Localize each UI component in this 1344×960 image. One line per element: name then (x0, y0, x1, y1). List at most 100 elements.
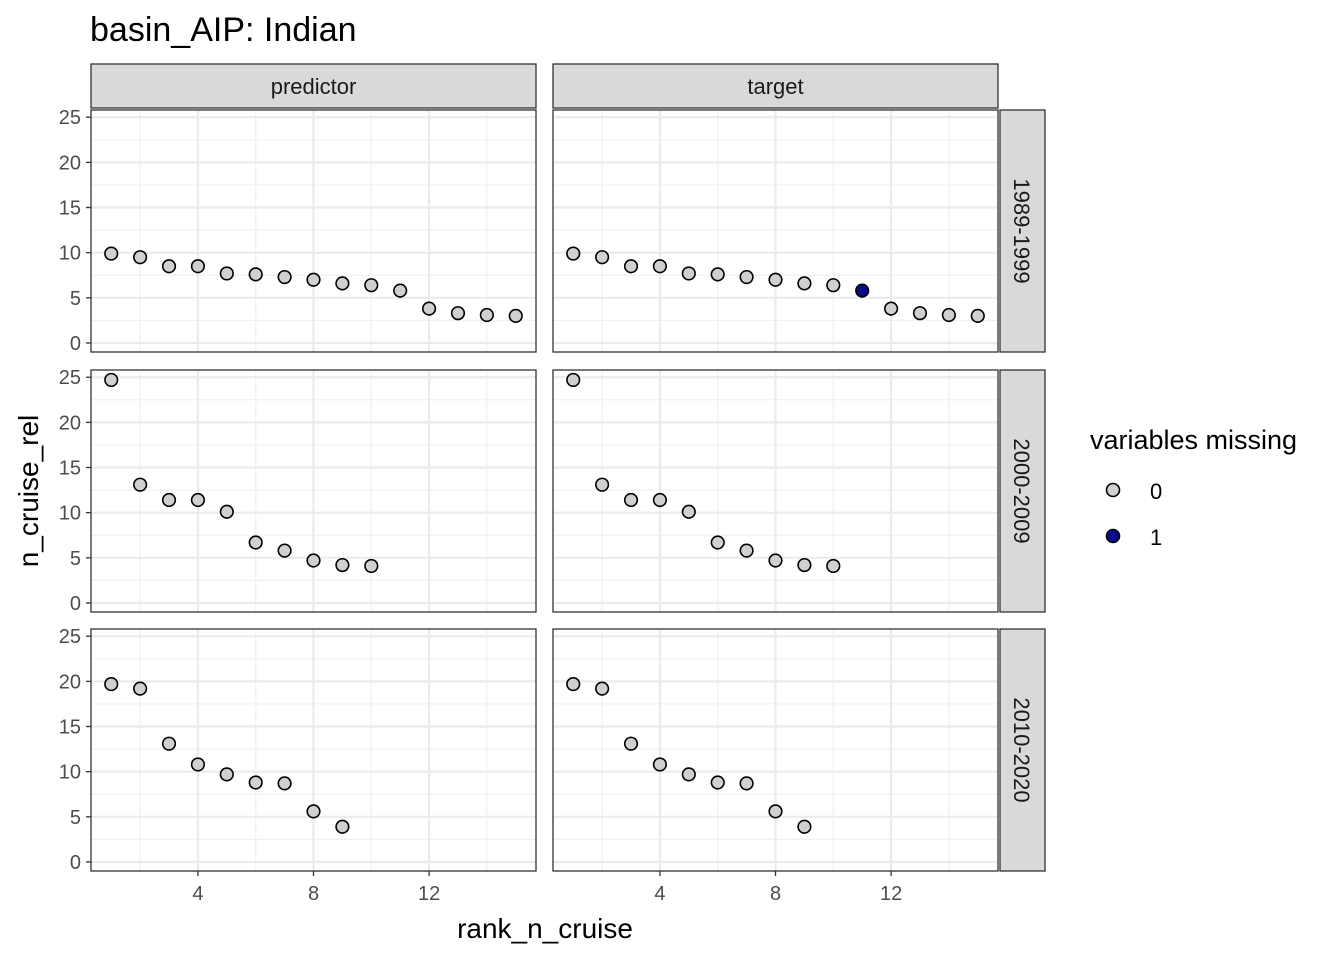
data-point (248, 267, 263, 282)
data-point (768, 804, 783, 819)
data-point (710, 535, 725, 550)
data-point (652, 492, 668, 508)
legend: variables missing 0 1 (1090, 425, 1297, 550)
panel-border (552, 109, 999, 353)
strip-predictor (90, 63, 537, 109)
data-point (364, 558, 379, 574)
data-point (190, 492, 206, 508)
y-tick-label: 0 (70, 333, 81, 355)
data-point (335, 276, 350, 291)
y-tick-label: 5 (70, 288, 81, 310)
data-point (681, 266, 696, 281)
legend-key-1 (1105, 528, 1121, 544)
data-point (566, 676, 581, 692)
panel-predictor-1989-1999: 0 5 10 15 20 25 (59, 107, 537, 355)
data-point (421, 301, 437, 316)
strip-label-target: target (747, 74, 803, 99)
x-tick-label: 8 (308, 883, 319, 905)
y-tick-label: 15 (59, 458, 81, 480)
data-point (161, 736, 177, 751)
data-point (277, 776, 292, 791)
chart-title: basin_AIP: Indian (90, 11, 357, 49)
data-point (797, 276, 812, 291)
strip-2000-2009 (999, 369, 1046, 613)
y-tick-label: 0 (70, 593, 81, 615)
data-point (219, 266, 234, 281)
data-point (248, 535, 263, 550)
data-point (566, 372, 581, 388)
data-point (768, 553, 783, 568)
y-tick-label: 25 (59, 626, 81, 648)
data-point (710, 267, 725, 282)
data-point (623, 736, 639, 751)
data-point (335, 819, 350, 834)
data-point (826, 558, 841, 574)
y-tick-label: 5 (70, 548, 81, 570)
data-point (190, 757, 206, 772)
y-tick-label: 10 (59, 762, 81, 784)
y-tick-label: 20 (59, 671, 81, 693)
legend-label-1: 1 (1150, 525, 1162, 550)
data-point (133, 250, 148, 265)
data-point (133, 477, 148, 492)
data-point (681, 504, 696, 519)
data-point (797, 819, 812, 834)
data-point (739, 269, 754, 285)
data-point (623, 492, 639, 508)
data-point (768, 272, 783, 287)
y-tick-label: 0 (70, 852, 81, 874)
data-point (306, 804, 321, 819)
panel-predictor-2010-2020: 0 5 10 15 20 25 4 8 12 (59, 626, 537, 905)
data-point (912, 306, 928, 321)
y-tick-label: 25 (59, 367, 81, 389)
strip-1989-1999 (999, 109, 1046, 353)
x-axis-label: rank_n_cruise (457, 913, 633, 944)
data-point (623, 259, 639, 274)
y-tick-label: 5 (70, 807, 81, 829)
strip-label-2000-2009: 2000-2009 (1009, 438, 1034, 543)
data-point (219, 504, 234, 519)
data-point (739, 543, 754, 558)
x-tick-label: 12 (418, 883, 440, 905)
data-point (277, 269, 292, 285)
data-point (739, 776, 754, 791)
x-tick-label: 12 (880, 883, 902, 905)
data-point (219, 767, 234, 782)
data-point (941, 307, 956, 323)
x-tick-label: 4 (192, 883, 203, 905)
data-point (104, 246, 119, 261)
y-tick-label: 15 (59, 198, 81, 220)
data-point (595, 681, 610, 696)
strip-label-2010-2020: 2010-2020 (1009, 697, 1034, 802)
data-point (190, 259, 206, 274)
y-tick-label: 10 (59, 503, 81, 525)
data-point (161, 259, 177, 274)
legend-label-0: 0 (1150, 479, 1162, 504)
legend-key-0 (1105, 482, 1121, 498)
legend-title: variables missing (1090, 425, 1297, 455)
data-point (797, 557, 812, 573)
data-point (133, 681, 148, 696)
data-point (681, 767, 696, 782)
data-point (104, 372, 119, 388)
x-tick-label: 8 (770, 883, 781, 905)
data-point (652, 259, 668, 274)
panel-border (552, 369, 999, 613)
data-point (595, 250, 610, 265)
strip-target (552, 63, 999, 109)
y-tick-label: 25 (59, 107, 81, 129)
y-axis-label: n_cruise_rel (13, 415, 44, 568)
data-point (393, 283, 408, 298)
data-point (566, 246, 581, 261)
data-point (161, 492, 177, 508)
data-point (595, 477, 610, 492)
strip-2010-2020 (999, 628, 1046, 872)
data-point (335, 557, 350, 573)
data-point (479, 307, 494, 323)
strip-label-1989-1999: 1989-1999 (1009, 178, 1034, 283)
y-tick-label: 15 (59, 717, 81, 739)
panel-target-2010-2020: 4 8 12 (552, 628, 999, 905)
y-tick-label: 20 (59, 152, 81, 174)
data-point (855, 283, 870, 298)
data-point (277, 543, 292, 558)
